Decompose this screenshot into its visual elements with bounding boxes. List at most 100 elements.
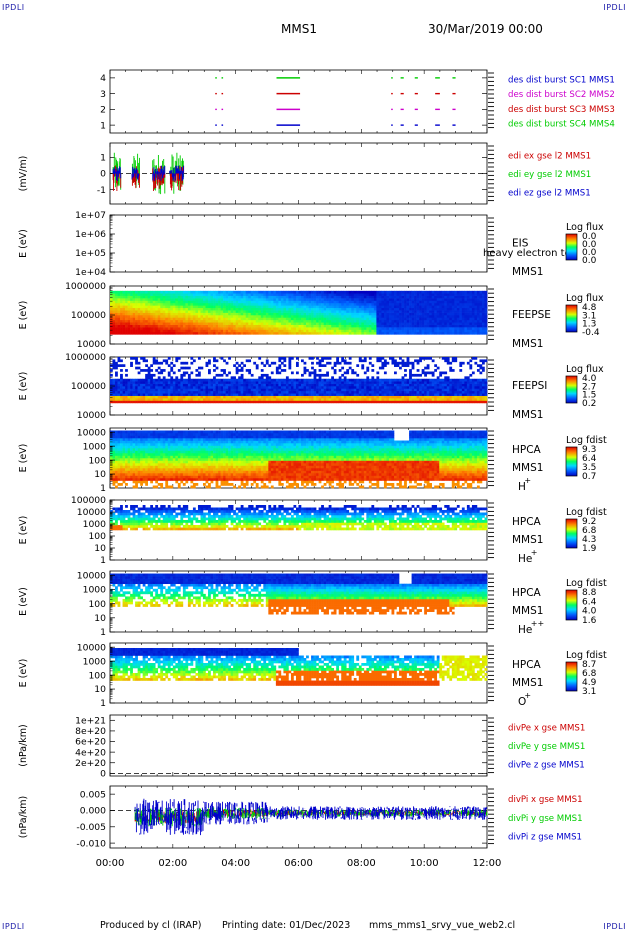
heatmap-cell (474, 319, 478, 323)
heatmap-cell (466, 307, 470, 311)
heatmap-cell (152, 295, 156, 299)
heatmap-cell (378, 395, 382, 399)
heatmap-cell (145, 390, 148, 394)
heatmap-cell (328, 393, 332, 396)
heatmap-cell (454, 386, 458, 389)
heatmap-cell (399, 295, 402, 299)
heatmap-cell (185, 395, 189, 399)
heatmap-cell (140, 290, 143, 294)
heatmap-cell (202, 302, 206, 306)
heatmap-cell (157, 290, 161, 294)
heatmap-cell (157, 312, 161, 316)
heatmap-cell (343, 331, 347, 335)
heatmap-cell (313, 331, 317, 335)
heatmap-cell (444, 329, 448, 333)
heatmap-cell (419, 290, 422, 294)
heatmap-cell (273, 327, 277, 330)
heatmap-cell (421, 305, 425, 309)
heatmap-cell (439, 315, 443, 318)
heatmap-cell (253, 307, 257, 311)
heatmap-cell (416, 300, 420, 304)
heatmap-cell (260, 315, 264, 318)
heatmap-cell (303, 386, 307, 389)
heatmap-cell (328, 317, 332, 321)
heatmap-cell (391, 312, 395, 316)
heatmap-cell (406, 359, 410, 363)
heatmap-cell (409, 319, 412, 323)
heatmap-cell (371, 295, 375, 299)
heatmap-cell (182, 366, 186, 370)
heatmap-cell (250, 307, 254, 311)
heatmap-cell (466, 293, 470, 296)
heatmap-cell (132, 393, 136, 396)
heatmap-cell (263, 322, 267, 325)
heatmap-cell (469, 324, 473, 328)
feepse-panel-instrument: FEEPSE (512, 309, 551, 321)
heatmap-cell (348, 398, 352, 401)
heatmap-cell (290, 381, 294, 384)
heatmap-cell (155, 307, 159, 311)
heatmap-cell (441, 398, 445, 401)
heatmap-cell (260, 293, 264, 296)
heatmap-cell (424, 319, 427, 323)
heatmap-cell (429, 290, 432, 294)
heatmap-cell (431, 329, 435, 333)
heatmap-cell (235, 295, 239, 299)
heatmap-cell (197, 388, 201, 392)
heatmap-cell (338, 378, 342, 382)
heatmap-cell (142, 312, 146, 316)
heatmap-cell (228, 317, 231, 321)
heatmap-cell (152, 398, 156, 401)
heatmap-cell (406, 307, 410, 311)
heatmap-cell (368, 298, 372, 301)
heatmap-cell (213, 381, 216, 384)
heatmap-cell (175, 378, 179, 382)
heatmap-cell (115, 324, 118, 328)
heatmap-cell (326, 390, 329, 394)
heatmap-cell (383, 305, 387, 309)
heatmap-cell (278, 327, 282, 330)
heatmap-cell (250, 312, 254, 316)
heatmap-cell (225, 395, 229, 399)
heatmap-cell (313, 381, 317, 384)
heatmap-cell (275, 386, 279, 389)
heatmap-cell (424, 329, 427, 333)
heatmap-cell (336, 307, 340, 311)
heatmap-cell (187, 381, 191, 384)
heatmap-cell (436, 322, 440, 325)
heatmap-cell (202, 386, 206, 389)
heatmap-cell (225, 390, 229, 394)
heatmap-cell (336, 300, 340, 304)
heatmap-cell (404, 327, 407, 330)
heatmap-cell (404, 390, 407, 394)
heatmap-cell (175, 322, 179, 325)
heatmap-cell (268, 393, 272, 396)
heatmap-cell (152, 388, 156, 392)
heatmap-cell (283, 300, 287, 304)
heatmap-cell (185, 327, 189, 330)
heatmap-cell (436, 395, 440, 399)
heatmap-cell (416, 293, 420, 296)
heatmap-cell (383, 307, 387, 311)
heatmap-cell (301, 298, 304, 301)
heatmap-cell (245, 315, 249, 318)
heatmap-cell (125, 315, 128, 318)
heatmap-cell (185, 393, 189, 396)
heatmap-cell (157, 327, 161, 330)
heatmap-cell (401, 390, 405, 394)
heatmap-cell (165, 393, 169, 396)
heatmap-cell (454, 290, 458, 294)
heatmap-cell (258, 393, 262, 396)
heatmap-cell (394, 295, 397, 299)
heatmap-cell (401, 319, 405, 323)
heatmap-cell (396, 398, 400, 401)
heatmap-cell (210, 381, 214, 384)
eis-panel-colorbar-tick: 0.0 (582, 240, 597, 250)
heatmap-cell (145, 293, 148, 296)
heatmap-cell (386, 300, 390, 304)
heatmap-cell (190, 378, 194, 382)
heatmap-cell (431, 400, 435, 404)
heatmap-cell (341, 378, 345, 382)
heatmap-cell (283, 298, 287, 301)
heatmap-cell (283, 359, 287, 363)
